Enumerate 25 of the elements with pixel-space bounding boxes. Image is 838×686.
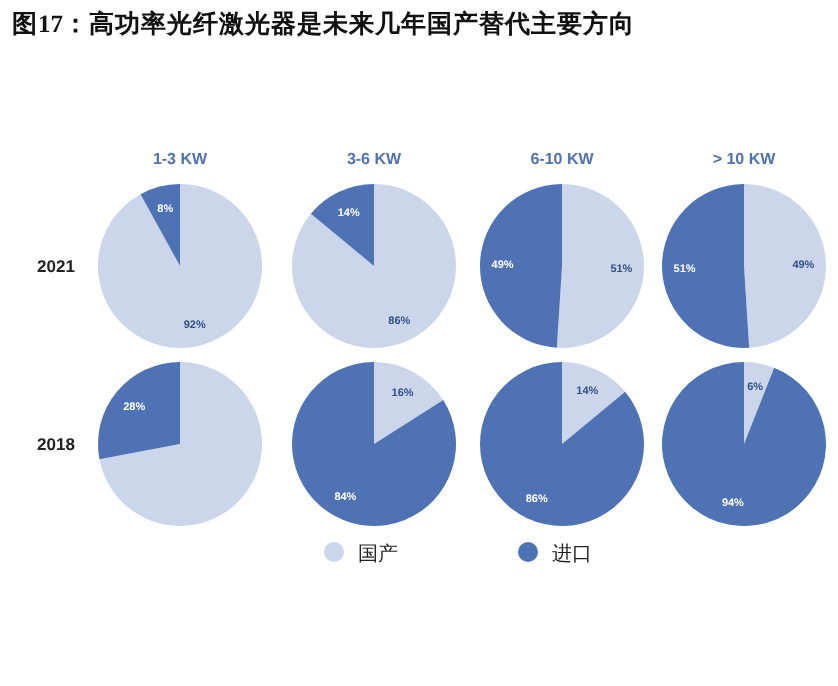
pie-slice (480, 184, 562, 348)
pie-slice (292, 362, 456, 526)
pie-slice (556, 184, 644, 348)
pie-slice (292, 184, 456, 348)
pie-slice (99, 362, 262, 526)
pie-slice (98, 184, 262, 348)
text: 2018 (37, 434, 76, 454)
pie-slice (310, 184, 374, 266)
text: 2021 (37, 256, 76, 276)
chart-title: 1-3 KW (152, 150, 208, 168)
caption: 图17：高功率光纤激光器是未来几年国产替代主要方向 (12, 8, 635, 38)
legend-label: 进口 (552, 542, 592, 566)
pie-slice (374, 362, 444, 444)
pie-slice (562, 362, 626, 444)
pie-slice (662, 362, 826, 526)
pie-slice (744, 184, 826, 348)
chart-title: 3-6 KW (346, 150, 402, 168)
pie-slice (744, 362, 775, 444)
pie-slice (480, 362, 644, 526)
chart-title: > 10 KW (712, 150, 777, 168)
legend-label: 国产 (358, 542, 398, 566)
chart-title: 6-10 KW (530, 150, 595, 168)
pie-slice (662, 184, 750, 348)
pie-slice (140, 184, 180, 266)
pie-slice (98, 362, 180, 460)
